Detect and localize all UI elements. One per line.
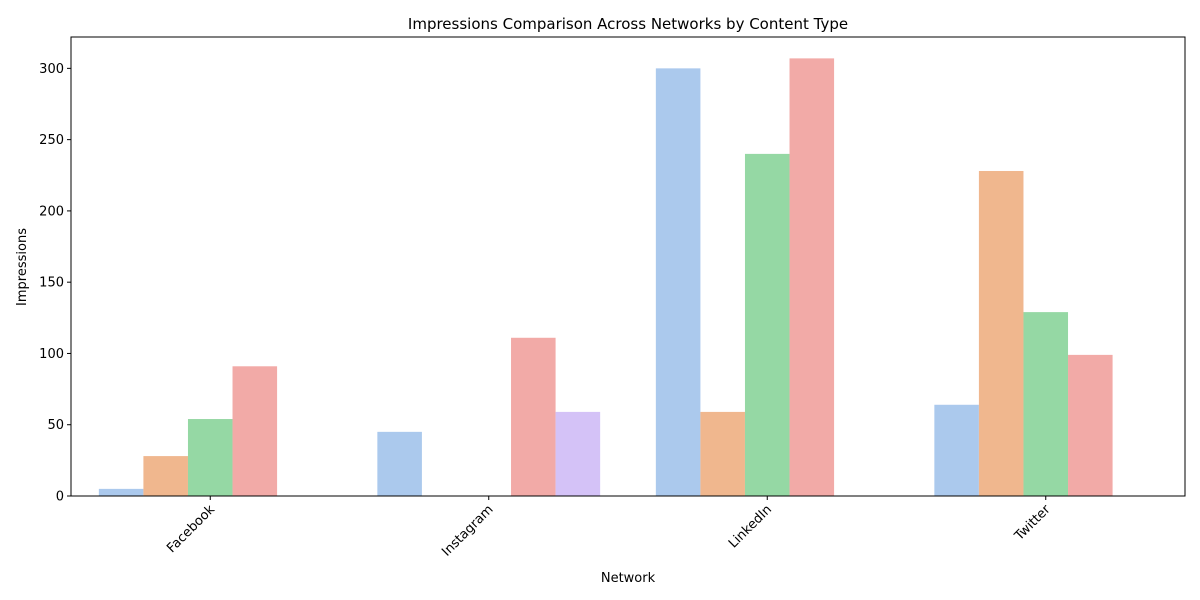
- y-tick-label: 0: [56, 490, 64, 505]
- x-tick-label-facebook: Facebook: [164, 502, 218, 556]
- bar-twitter-2: [978, 170, 1024, 497]
- y-tick-label: 200: [39, 204, 64, 219]
- bar-instagram-5: [555, 411, 601, 496]
- x-tick-label-instagram: Instagram: [439, 502, 496, 559]
- bar-facebook-4: [232, 366, 278, 496]
- x-axis: Facebook Instagram LinkedIn Twitter: [164, 496, 1054, 560]
- bar-facebook-2: [143, 456, 188, 496]
- bar-twitter-4: [1068, 354, 1113, 496]
- y-tick-label: 100: [39, 347, 64, 362]
- bar-linkedin-4: [789, 58, 835, 496]
- x-tick-label-twitter: Twitter: [1011, 502, 1054, 545]
- y-axis-label: Impressions: [15, 228, 30, 306]
- y-axis: 0 50 100 150 200 250 300: [39, 62, 71, 505]
- plot-frame: [70, 36, 1186, 497]
- y-tick-label: 50: [47, 418, 64, 433]
- x-axis-label: Network: [601, 571, 656, 586]
- bar-facebook-1: [98, 488, 144, 496]
- bar-twitter-1: [934, 404, 979, 496]
- bar-linkedin-2: [700, 411, 745, 496]
- y-tick-label: 250: [39, 133, 64, 148]
- bars-group: [98, 58, 1113, 497]
- x-tick-label-linkedin: LinkedIn: [726, 502, 775, 551]
- bar-instagram-1: [377, 431, 422, 496]
- bar-instagram-4: [511, 337, 556, 496]
- y-tick-label: 300: [39, 62, 64, 77]
- chart-title: Impressions Comparison Across Networks b…: [408, 15, 848, 33]
- bar-twitter-3: [1023, 312, 1069, 496]
- bar-linkedin-3: [744, 153, 790, 497]
- bar-linkedin-1: [655, 68, 701, 497]
- y-tick-label: 150: [39, 276, 64, 291]
- bar-facebook-3: [187, 419, 233, 496]
